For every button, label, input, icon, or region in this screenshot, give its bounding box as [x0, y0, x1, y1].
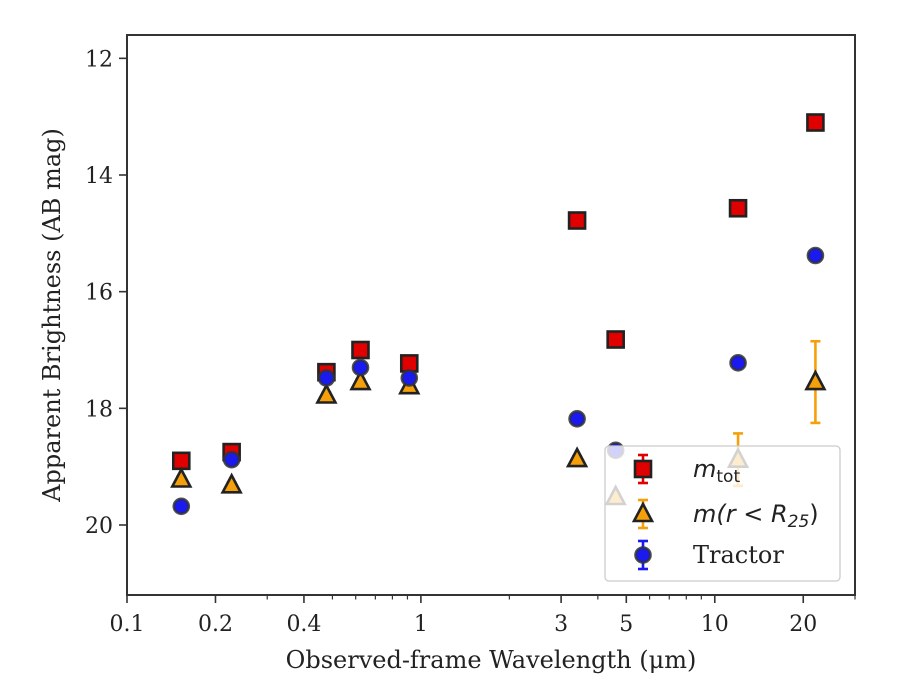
legend-label: Tractor [693, 541, 784, 569]
triangle-point [220, 472, 243, 494]
y-tick-label: 16 [85, 281, 113, 306]
circle-point [222, 450, 241, 469]
triangle-point [315, 382, 338, 404]
x-tick-label: 1 [414, 612, 428, 637]
triangle-point [565, 446, 589, 468]
square-point [728, 198, 748, 218]
legend-label: m(r < R25) [693, 500, 819, 532]
y-tick-label: 18 [85, 397, 113, 422]
legend-triangle-marker [631, 501, 655, 523]
legend-square-marker [633, 459, 653, 479]
axes: 0.1 0.2 0.4 1 3 5 10 20 12 14 16 18 20 [85, 47, 856, 637]
circle-point [317, 369, 336, 387]
square-point [806, 113, 825, 132]
circle-point [172, 497, 191, 516]
triangle-point [170, 466, 193, 488]
plot-frame [126, 34, 856, 596]
triangle-point [349, 369, 372, 391]
circle-point [400, 369, 419, 387]
square-point [351, 340, 370, 360]
y-tick-label: 14 [85, 164, 113, 189]
circle-point [351, 358, 370, 377]
legend-circle-marker [634, 546, 652, 564]
legend: mtot m(r < R25) Tractor [604, 445, 841, 582]
square-point [567, 211, 587, 230]
square-point [171, 451, 191, 471]
x-axis-title: Observed-frame Wavelength (μm) [286, 646, 697, 674]
y-tick-label: 12 [85, 47, 113, 72]
y-tick-label: 20 [85, 514, 113, 539]
x-tick-label: 0.1 [110, 612, 145, 637]
circle-point [729, 354, 747, 372]
legend-label: mtot [693, 455, 740, 487]
circle-point [568, 410, 586, 428]
x-tick-label: 0.4 [286, 612, 321, 637]
square-point [399, 354, 419, 373]
x-tick-label: 5 [619, 612, 633, 637]
x-tick-label: 10 [701, 612, 729, 637]
x-tick-label: 0.2 [198, 612, 233, 637]
x-tick-label: 20 [789, 612, 817, 637]
triangle-point [804, 369, 827, 391]
x-tick-label: 3 [554, 612, 568, 637]
square-point [606, 330, 625, 349]
legend-box [604, 445, 841, 582]
circle-point [806, 246, 825, 265]
y-axis-title: Apparent Brightness (AB mag) [38, 128, 66, 503]
